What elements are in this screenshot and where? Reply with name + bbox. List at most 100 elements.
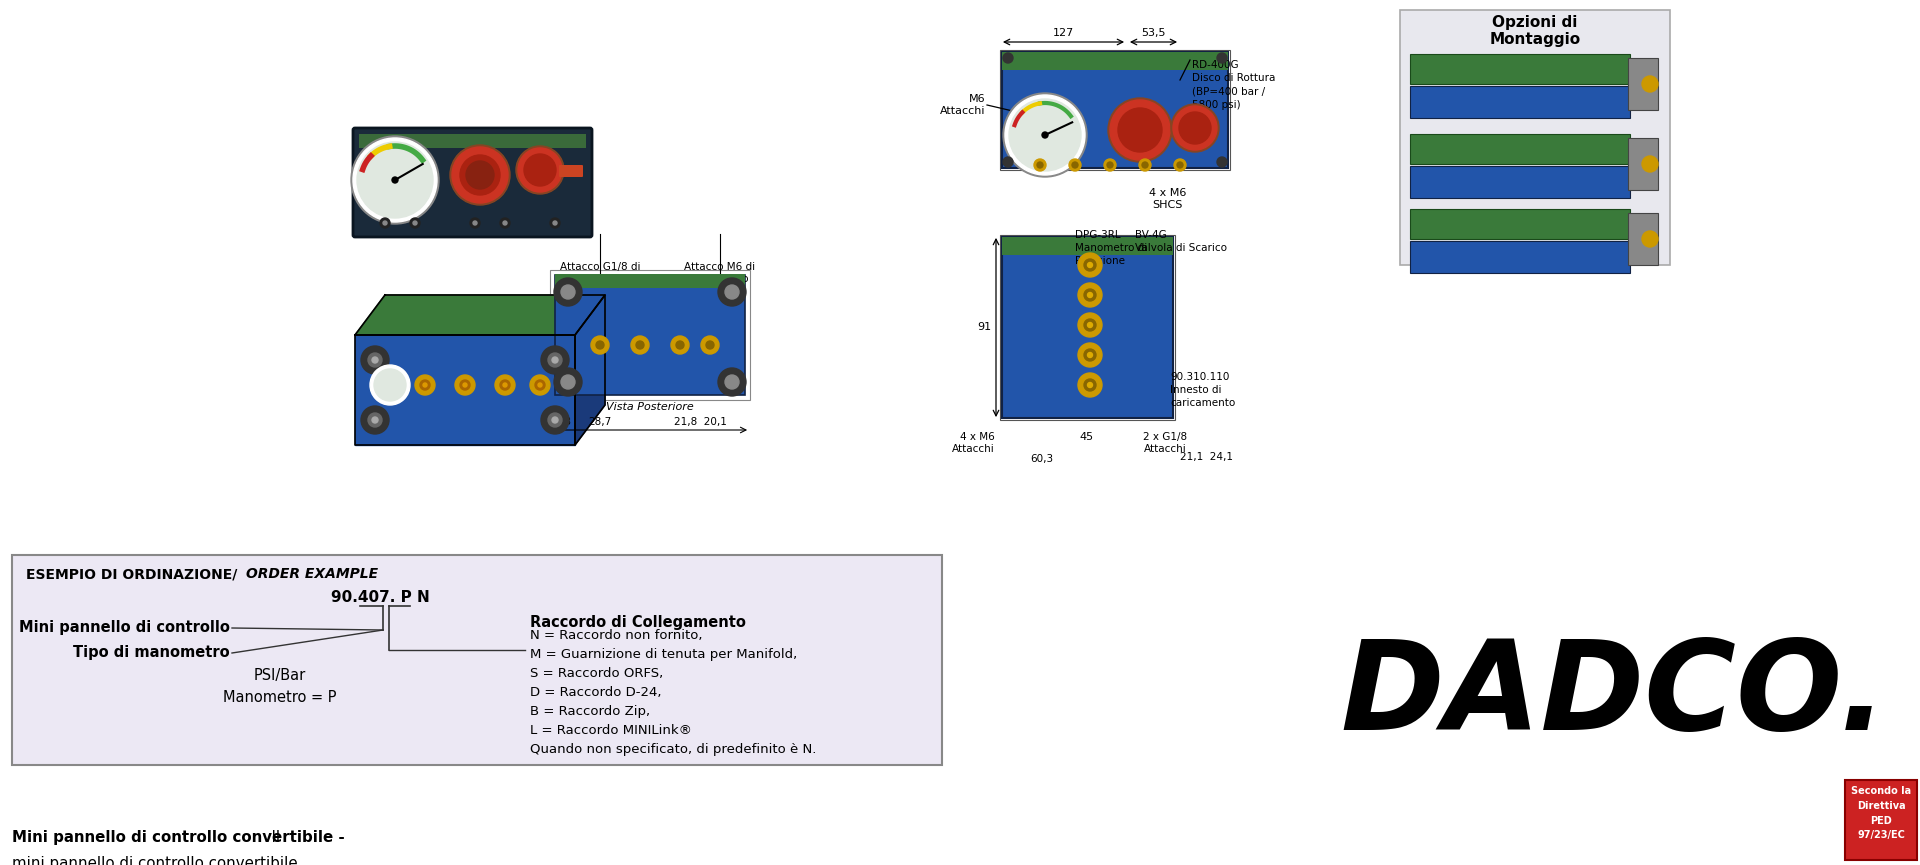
Circle shape bbox=[718, 278, 747, 306]
Bar bbox=[1845, 780, 1916, 860]
Circle shape bbox=[1173, 159, 1187, 171]
Text: Attacco M6 di
Predefinito: Attacco M6 di Predefinito bbox=[684, 262, 756, 284]
FancyBboxPatch shape bbox=[1002, 237, 1173, 418]
Circle shape bbox=[1087, 353, 1092, 357]
Circle shape bbox=[1085, 259, 1096, 271]
Circle shape bbox=[1139, 159, 1150, 171]
FancyBboxPatch shape bbox=[1002, 52, 1229, 168]
Text: PSI/Bar: PSI/Bar bbox=[253, 668, 305, 683]
Circle shape bbox=[518, 148, 563, 192]
Text: Vista Posteriore: Vista Posteriore bbox=[607, 402, 693, 412]
Circle shape bbox=[411, 218, 420, 228]
Circle shape bbox=[561, 285, 574, 299]
Circle shape bbox=[1173, 106, 1217, 150]
Circle shape bbox=[361, 406, 390, 434]
Text: M = Guarnizione di tenuta per Manifold,: M = Guarnizione di tenuta per Manifold, bbox=[530, 648, 797, 661]
Text: mini pannello di controllo convertibile: mini pannello di controllo convertibile bbox=[12, 856, 298, 865]
Circle shape bbox=[392, 177, 397, 183]
Text: 21,8  20,1: 21,8 20,1 bbox=[674, 417, 726, 427]
Circle shape bbox=[1177, 162, 1183, 168]
Text: Raccordo di Collegamento: Raccordo di Collegamento bbox=[530, 615, 745, 630]
Circle shape bbox=[463, 383, 467, 387]
Circle shape bbox=[1142, 162, 1148, 168]
Text: Opzioni di
Montaggio: Opzioni di Montaggio bbox=[1490, 15, 1580, 48]
Polygon shape bbox=[355, 335, 574, 445]
Circle shape bbox=[553, 417, 559, 423]
Text: 90.407. P N: 90.407. P N bbox=[330, 590, 430, 605]
Bar bbox=[1409, 54, 1630, 84]
Circle shape bbox=[555, 368, 582, 396]
Text: 60,3: 60,3 bbox=[1029, 454, 1054, 464]
Polygon shape bbox=[355, 295, 605, 335]
Circle shape bbox=[1085, 289, 1096, 301]
FancyBboxPatch shape bbox=[353, 128, 591, 237]
Circle shape bbox=[1077, 313, 1102, 337]
Circle shape bbox=[1085, 319, 1096, 331]
Text: 45: 45 bbox=[1079, 432, 1094, 442]
Circle shape bbox=[547, 353, 563, 367]
Text: Quando non specificato, di predefinito è N.: Quando non specificato, di predefinito è… bbox=[530, 743, 816, 756]
Circle shape bbox=[420, 380, 430, 390]
Text: N = Raccordo non fornito,: N = Raccordo non fornito, bbox=[530, 629, 703, 642]
Circle shape bbox=[1002, 93, 1087, 177]
Circle shape bbox=[555, 278, 582, 306]
Circle shape bbox=[676, 341, 684, 349]
Text: M6
Attacchi: M6 Attacchi bbox=[939, 94, 985, 116]
Circle shape bbox=[1085, 379, 1096, 391]
Text: Manometro = P: Manometro = P bbox=[223, 690, 336, 705]
Circle shape bbox=[1642, 76, 1659, 92]
Text: D = Raccordo D-24,: D = Raccordo D-24, bbox=[530, 686, 662, 699]
Circle shape bbox=[369, 413, 382, 427]
Bar bbox=[1409, 86, 1630, 118]
Circle shape bbox=[499, 380, 511, 390]
Text: 127: 127 bbox=[1052, 28, 1073, 38]
Circle shape bbox=[541, 346, 568, 374]
Text: 90.310.110
Innesto di
caricamento: 90.310.110 Innesto di caricamento bbox=[1169, 372, 1235, 408]
Text: ESEMPIO DI ORDINAZIONE/: ESEMPIO DI ORDINAZIONE/ bbox=[27, 567, 238, 581]
Bar bbox=[1628, 213, 1659, 265]
Circle shape bbox=[380, 218, 390, 228]
Circle shape bbox=[726, 285, 739, 299]
Circle shape bbox=[1087, 262, 1092, 267]
Text: 4 x M6
Attacchi: 4 x M6 Attacchi bbox=[952, 432, 995, 453]
Circle shape bbox=[670, 336, 689, 354]
Circle shape bbox=[369, 353, 382, 367]
Text: 60,3: 60,3 bbox=[547, 417, 570, 427]
Circle shape bbox=[701, 336, 718, 354]
Circle shape bbox=[632, 336, 649, 354]
Circle shape bbox=[1077, 253, 1102, 277]
Text: Secondo la
Direttiva
PED
97/23/EC: Secondo la Direttiva PED 97/23/EC bbox=[1851, 786, 1910, 841]
Bar bbox=[1409, 241, 1630, 273]
Circle shape bbox=[382, 221, 388, 225]
Circle shape bbox=[595, 341, 605, 349]
Circle shape bbox=[547, 413, 563, 427]
Circle shape bbox=[455, 375, 474, 395]
Bar bbox=[359, 134, 586, 148]
Circle shape bbox=[1087, 292, 1092, 298]
Circle shape bbox=[1037, 162, 1043, 168]
Circle shape bbox=[1087, 382, 1092, 388]
Circle shape bbox=[361, 346, 390, 374]
FancyBboxPatch shape bbox=[559, 165, 584, 177]
Circle shape bbox=[495, 375, 515, 395]
Circle shape bbox=[374, 369, 405, 401]
Bar bbox=[1409, 134, 1630, 164]
Bar bbox=[1000, 235, 1175, 420]
Circle shape bbox=[1002, 157, 1014, 167]
Bar bbox=[549, 270, 751, 400]
Circle shape bbox=[636, 341, 643, 349]
Circle shape bbox=[1642, 156, 1659, 172]
Circle shape bbox=[1069, 159, 1081, 171]
Text: DPG-3RL
Manometro di
Pressione: DPG-3RL Manometro di Pressione bbox=[1075, 230, 1148, 266]
Circle shape bbox=[351, 136, 440, 224]
Circle shape bbox=[1043, 132, 1048, 138]
Circle shape bbox=[372, 417, 378, 423]
Circle shape bbox=[1087, 323, 1092, 328]
Text: Mini pannello di controllo: Mini pannello di controllo bbox=[19, 620, 230, 635]
Text: 28,7: 28,7 bbox=[588, 417, 612, 427]
Text: 91: 91 bbox=[977, 323, 991, 332]
Circle shape bbox=[1077, 283, 1102, 307]
Text: RD-400G
Disco di Rottura
(BP=400 bar /
5800 psi): RD-400G Disco di Rottura (BP=400 bar / 5… bbox=[1192, 60, 1275, 110]
Circle shape bbox=[472, 221, 476, 225]
Bar bbox=[1409, 209, 1630, 239]
